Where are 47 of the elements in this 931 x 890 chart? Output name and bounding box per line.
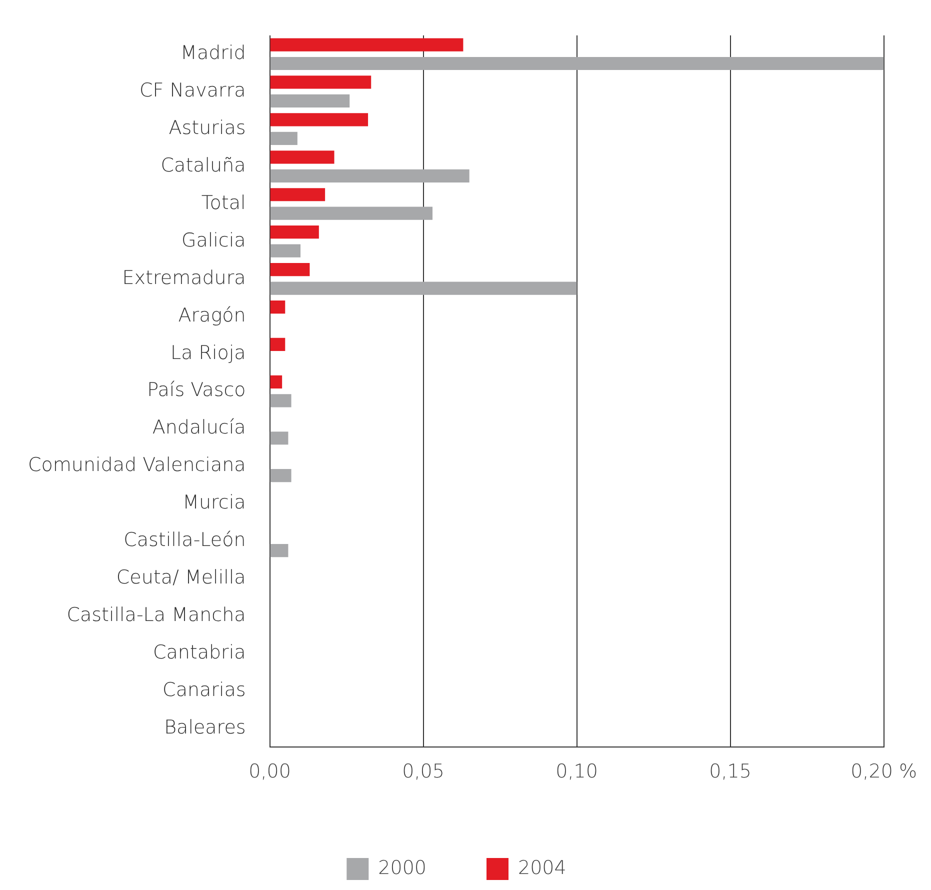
y-tick-label: Canarias [162, 678, 246, 701]
y-tick-label: País Vasco [147, 379, 246, 402]
y-tick-label: Aragón [178, 304, 246, 326]
bar [270, 206, 433, 220]
x-tick-label: 0,10 [556, 760, 598, 783]
bar [270, 226, 319, 239]
y-tick-label: Baleares [164, 716, 246, 738]
bar [270, 150, 334, 164]
bar [270, 188, 326, 202]
bar [270, 113, 368, 126]
y-tick-label: La Rioja [170, 342, 246, 364]
bar [270, 132, 298, 145]
x-tick-label: 0,05 [402, 760, 444, 783]
y-tick-label: Galicia [182, 229, 246, 252]
y-tick-label: Comunidad Valenciana [28, 454, 246, 476]
y-tick-label: Castilla-La Mancha [66, 604, 246, 626]
bar [270, 375, 282, 388]
bar [270, 300, 286, 314]
x-tick-label: 0,00 [248, 760, 291, 783]
bar [270, 169, 470, 182]
y-tick-label: Extremadura [122, 266, 246, 289]
bar [270, 282, 577, 295]
bar [270, 244, 300, 258]
y-tick-label: Total [201, 192, 246, 214]
x-tick-label: 0,20 % [850, 760, 918, 783]
bar [270, 394, 292, 408]
y-tick-label: Cantabria [152, 641, 246, 664]
bar [270, 56, 884, 70]
bar [270, 76, 372, 89]
legend-label: 2000 [378, 856, 427, 879]
bar [270, 432, 288, 445]
y-tick-label: Murcia [182, 492, 246, 514]
legend-label: 2004 [518, 856, 566, 879]
bar [270, 544, 288, 558]
y-tick-label: CF Navarra [140, 80, 246, 102]
y-tick-label: Madrid [180, 42, 246, 64]
y-tick-label: Andalucía [152, 416, 246, 439]
bar [270, 94, 350, 108]
y-tick-label: Asturias [168, 116, 246, 139]
x-tick-label: 0,15 [709, 760, 752, 783]
y-tick-label: Cataluña [160, 154, 246, 176]
y-tick-label: Castilla-León [124, 529, 246, 552]
y-tick-label: Ceuta/ Melilla [116, 566, 246, 589]
bar [270, 262, 310, 276]
bar [270, 338, 286, 352]
bar [270, 469, 292, 482]
bar [270, 38, 464, 52]
